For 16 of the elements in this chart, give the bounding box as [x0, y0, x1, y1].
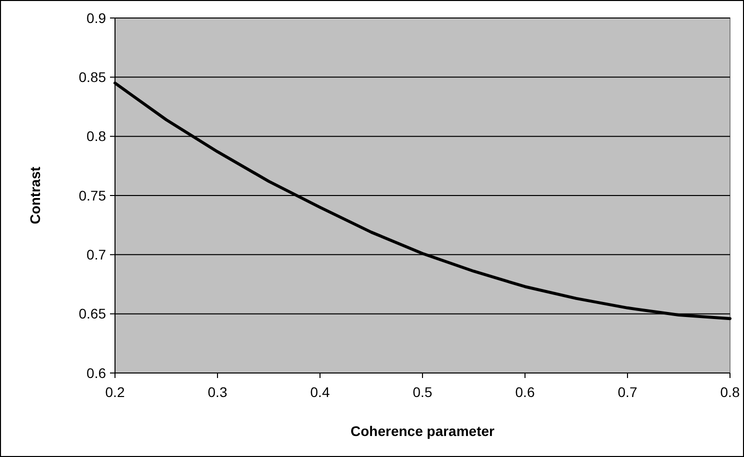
y-tick-label: 0.75 [78, 187, 106, 204]
x-axis-title: Coherence parameter [350, 423, 496, 439]
x-tick-label: 0.6 [515, 384, 535, 400]
y-tick-label: 0.8 [86, 128, 106, 144]
x-tick-label: 0.7 [618, 384, 638, 400]
x-tick-label: 0.8 [720, 384, 740, 400]
y-tick-label: 0.65 [78, 306, 106, 322]
y-tick-label: 0.85 [78, 69, 106, 86]
x-tick-label: 0.5 [412, 384, 432, 400]
x-tick-label: 0.2 [105, 384, 125, 400]
y-axis-title: Contrast [27, 166, 43, 224]
x-tick-label: 0.3 [208, 384, 228, 400]
y-tick-label: 0.9 [86, 10, 106, 26]
y-tick-label: 0.7 [86, 246, 106, 263]
y-tick-label: 0.6 [86, 364, 106, 381]
x-tick-label: 0.4 [310, 384, 330, 400]
